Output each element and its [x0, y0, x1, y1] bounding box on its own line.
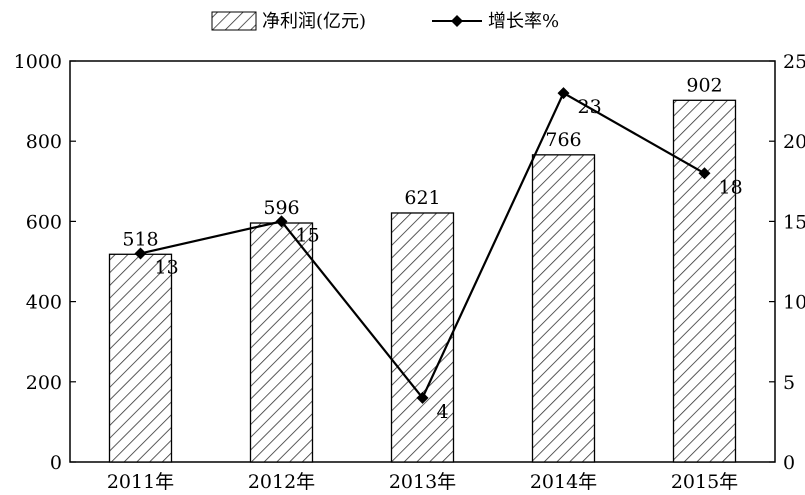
bar-series: [108, 99, 737, 463]
bar-data-label: 766: [545, 129, 581, 151]
bar: [249, 222, 314, 463]
y-left-tick-label: 0: [50, 452, 62, 474]
legend: 净利润(亿元) 增长率%: [211, 11, 559, 32]
x-tick-label: 2014年: [530, 471, 597, 493]
line-data-labels: 13 15 4 23 18: [155, 96, 743, 423]
bar-data-label: 902: [686, 74, 722, 96]
y-left-axis: 0 200 400 600 800 1000: [14, 51, 76, 474]
line-series: [134, 87, 711, 404]
y-left-tick-label: 200: [26, 372, 62, 394]
x-tick-label: 2015年: [671, 471, 738, 493]
bar-data-label: 518: [122, 228, 158, 250]
x-tick-label: 2013年: [389, 471, 456, 493]
line-data-label: 13: [155, 256, 179, 278]
y-right-tick-label: 20: [783, 131, 805, 153]
line-point: [134, 247, 147, 260]
y-right-tick-label: 10: [783, 292, 805, 314]
y-left-tick-label: 600: [26, 211, 62, 233]
bar-data-label: 596: [263, 197, 299, 219]
bar: [390, 212, 455, 463]
legend-bar-swatch: [211, 11, 257, 31]
y-left-tick-label: 1000: [14, 51, 62, 73]
y-right-axis: 0 5 10 15 20 25: [769, 51, 805, 474]
x-tick-label: 2011年: [107, 471, 174, 493]
x-tick-label: 2012年: [248, 471, 315, 493]
y-right-tick-label: 5: [783, 372, 795, 394]
y-right-tick-label: 0: [783, 452, 795, 474]
line-point: [275, 215, 288, 228]
bar-data-label: 621: [404, 187, 440, 209]
legend-bar-label: 净利润(亿元): [262, 11, 366, 32]
line-point: [698, 167, 711, 180]
line-data-label: 4: [437, 401, 449, 423]
line-data-label: 18: [719, 176, 743, 198]
x-axis-labels: 2011年 2012年 2013年 2014年 2015年: [107, 471, 738, 493]
bar: [108, 253, 173, 463]
line-data-label: 23: [578, 96, 602, 118]
y-left-tick-label: 800: [26, 131, 62, 153]
line-point: [557, 87, 570, 100]
bar: [531, 154, 596, 463]
bar: [672, 99, 737, 463]
y-right-tick-label: 15: [783, 211, 805, 233]
legend-line-marker: [451, 15, 463, 27]
line-point: [416, 391, 429, 404]
bar-data-labels: 518 596 621 766 902: [122, 74, 722, 250]
y-left-tick-label: 400: [26, 292, 62, 314]
legend-line-label: 增长率%: [488, 11, 559, 32]
y-right-tick-label: 25: [783, 51, 805, 73]
line-data-label: 15: [296, 224, 320, 246]
